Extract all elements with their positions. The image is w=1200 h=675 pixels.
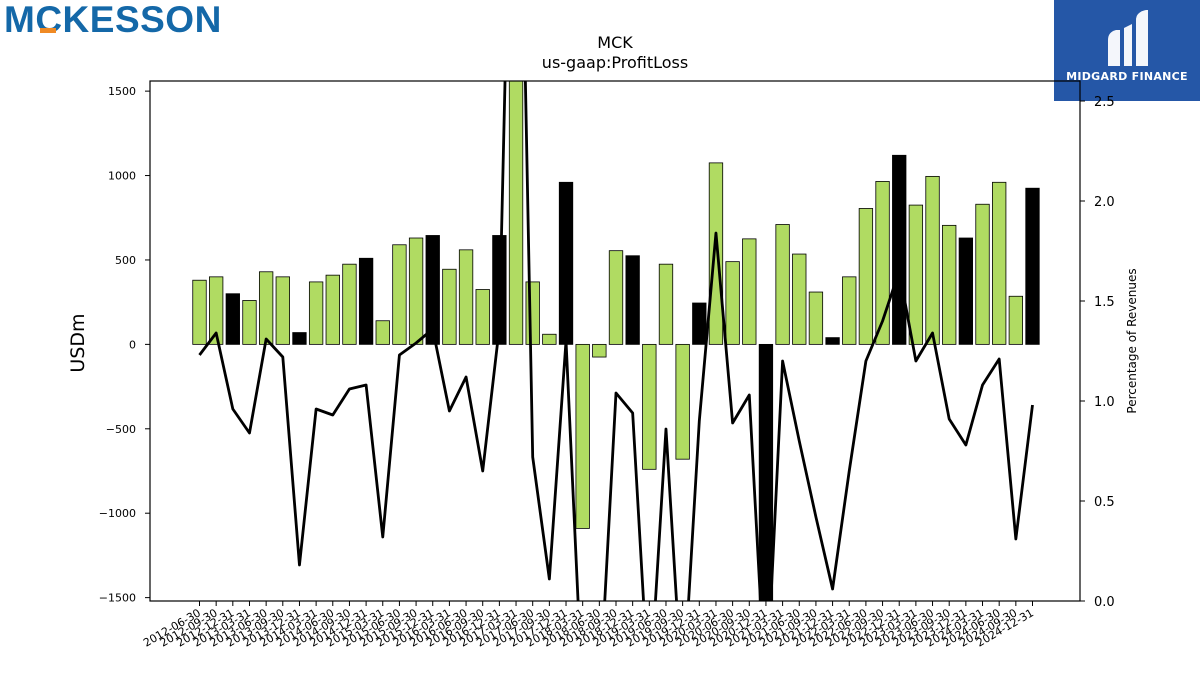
bar-2012-09-30: [209, 276, 224, 345]
bar-2020-09-30: [742, 238, 757, 345]
y-tick-label: 0: [129, 338, 136, 351]
bar-2022-03-31: [842, 276, 857, 345]
bar-2020-03-31: [708, 162, 724, 345]
bar-2020-06-30: [725, 261, 740, 345]
y-tick-label: −1000: [99, 507, 136, 520]
mckesson-logo-accent: [40, 28, 56, 33]
chart-subtitle: us-gaap:ProfitLoss: [542, 53, 688, 72]
y-axis-right-label: Percentage of Revenues: [1125, 268, 1139, 413]
bar-2015-12-31: [425, 235, 440, 345]
bar-2017-06-30: [525, 281, 540, 345]
bar-2024-06-30: [992, 181, 1007, 345]
y-right-tick-label: 2.0: [1094, 195, 1115, 210]
y-tick-label: −1500: [99, 592, 136, 605]
y-axis-label: USDm: [67, 313, 89, 372]
y-right-tick-label: 0.0: [1094, 595, 1115, 610]
bar-2013-03-31: [242, 300, 257, 345]
bar-2024-03-31: [975, 203, 990, 345]
bar-2013-09-30: [275, 276, 290, 345]
mckesson-logo: MCKESSON: [4, 0, 222, 40]
bar-2016-06-30: [458, 249, 474, 345]
bar-2019-03-31: [642, 343, 657, 470]
bar-2015-03-31: [375, 320, 390, 345]
bar-2021-03-31: [775, 224, 790, 345]
y-right-tick-label: 1.0: [1094, 395, 1115, 410]
bar-2019-12-31: [692, 302, 707, 345]
bar-2012-06-30: [192, 279, 207, 345]
bar-2018-03-31: [575, 343, 590, 529]
y-tick-label: −500: [106, 423, 136, 436]
series-line-percentage-of-revenues: [198, 81, 1034, 601]
bar-2017-03-31: [508, 81, 524, 345]
bar-2022-09-30: [875, 181, 890, 345]
bar-2016-09-30: [475, 289, 490, 345]
midgard-finance-logo: MIDGARD FINANCE: [1054, 0, 1200, 101]
bar-2017-12-31: [558, 181, 574, 345]
bar-2013-12-31: [292, 332, 307, 345]
bar-2016-03-31: [442, 268, 457, 345]
bar-2023-03-31: [908, 204, 924, 345]
bar-2021-06-30: [792, 253, 807, 345]
y-right-tick-label: 0.5: [1094, 495, 1115, 510]
bar-2017-09-30: [542, 333, 557, 345]
bar-2015-06-30: [392, 244, 407, 345]
bar-2015-09-30: [408, 237, 424, 345]
bar-2021-12-31: [825, 337, 840, 345]
bar-2018-09-30: [608, 250, 624, 345]
chart-title: MCK: [597, 33, 633, 52]
bar-2013-06-30: [258, 271, 274, 345]
bar-2022-06-30: [858, 208, 874, 345]
bar-2020-12-31: [758, 343, 774, 601]
bar-2024-09-30: [1008, 295, 1023, 345]
bar-2014-09-30: [342, 263, 357, 345]
y-tick-label: 500: [115, 254, 136, 267]
bar-2014-06-30: [325, 274, 340, 345]
bar-2019-06-30: [658, 263, 674, 345]
y-right-tick-label: 1.5: [1094, 295, 1115, 310]
bar-2021-09-30: [808, 291, 824, 345]
bar-2019-09-30: [675, 343, 690, 460]
bar-2023-12-31: [958, 237, 974, 345]
bar-2012-12-31: [225, 293, 240, 345]
bar-2014-03-31: [308, 281, 324, 345]
bar-2022-12-31: [892, 154, 907, 345]
plot-content: [192, 81, 1040, 601]
y-right-tick-label: 2.5: [1094, 95, 1115, 110]
bar-2018-12-31: [625, 255, 640, 345]
bar-2023-06-30: [925, 175, 940, 345]
bar-2014-12-31: [358, 257, 374, 345]
bar-2024-12-31: [1025, 187, 1040, 345]
midgard-logo-text: MIDGARD FINANCE: [1066, 70, 1188, 83]
bar-2018-06-30: [592, 343, 607, 358]
bar-2023-09-30: [942, 224, 957, 345]
y-tick-label: 1000: [108, 170, 136, 183]
plot-frame: [149, 80, 1081, 602]
midgard-logo-icon: [1108, 10, 1148, 66]
y-tick-label: 1500: [108, 85, 136, 98]
